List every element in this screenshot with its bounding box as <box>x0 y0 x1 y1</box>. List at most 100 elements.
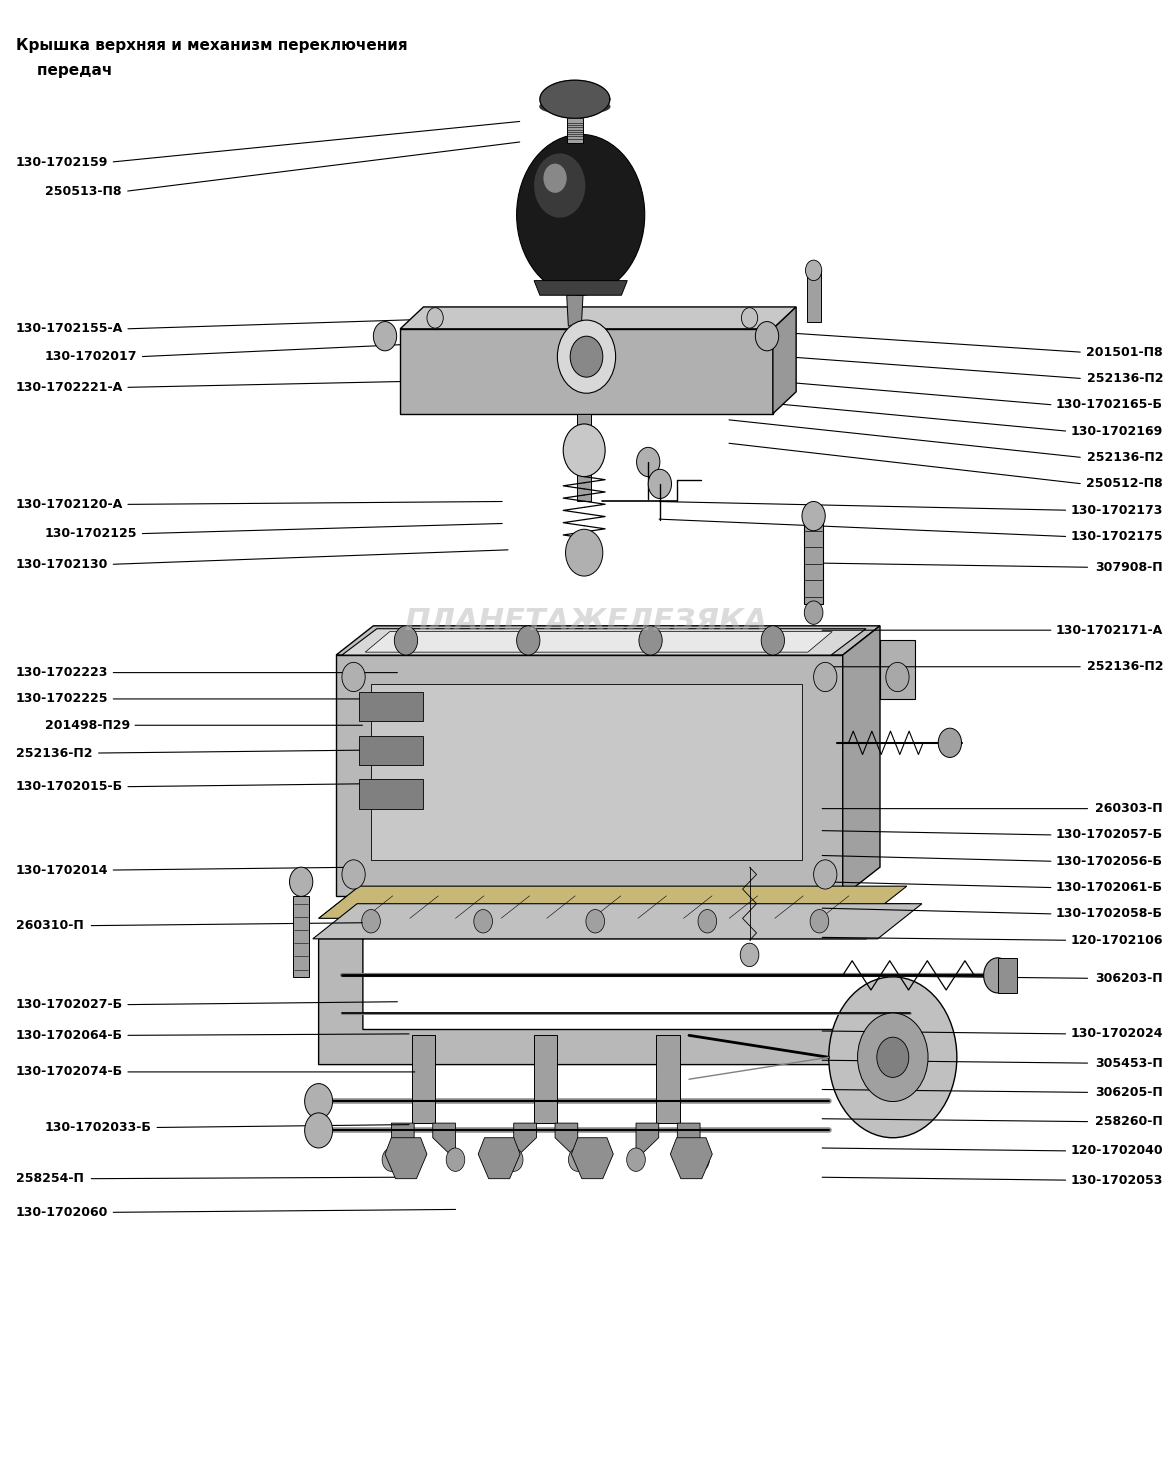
Text: 260303-П: 260303-П <box>1096 802 1162 815</box>
Text: ПЛАНЕТАЖЕЛЕЗЯКА: ПЛАНЕТАЖЕЛЕЗЯКА <box>405 608 768 635</box>
Text: 130-1702125: 130-1702125 <box>45 527 137 540</box>
Polygon shape <box>479 1137 520 1178</box>
Text: 130-1702053: 130-1702053 <box>1071 1174 1162 1187</box>
Circle shape <box>761 625 785 655</box>
Text: 130-1702015-Б: 130-1702015-Б <box>15 780 123 793</box>
Circle shape <box>814 861 836 888</box>
Text: 130-1702159: 130-1702159 <box>15 156 108 169</box>
Polygon shape <box>534 281 628 296</box>
Text: 252136-П2: 252136-П2 <box>1086 372 1162 385</box>
Text: 130-1702173: 130-1702173 <box>1071 503 1162 516</box>
Circle shape <box>570 337 603 377</box>
Polygon shape <box>773 307 796 413</box>
Circle shape <box>427 307 443 328</box>
Text: передач: передач <box>15 63 113 78</box>
Circle shape <box>698 909 717 933</box>
Text: 130-1702130: 130-1702130 <box>15 558 108 571</box>
Text: 130-1702074-Б: 130-1702074-Б <box>15 1065 123 1078</box>
Circle shape <box>341 861 365 888</box>
Circle shape <box>290 866 313 896</box>
Text: 130-1702057-Б: 130-1702057-Б <box>1056 828 1162 841</box>
Polygon shape <box>359 736 423 765</box>
Text: 130-1702027-Б: 130-1702027-Б <box>15 999 123 1011</box>
Circle shape <box>829 977 957 1137</box>
Text: 130-1702017: 130-1702017 <box>45 350 137 363</box>
Circle shape <box>446 1147 465 1171</box>
Text: 130-1702056-Б: 130-1702056-Б <box>1056 855 1162 868</box>
Text: 130-1702060: 130-1702060 <box>15 1206 108 1219</box>
Circle shape <box>626 1147 645 1171</box>
Polygon shape <box>400 307 796 330</box>
Circle shape <box>586 909 604 933</box>
Text: 130-1702169: 130-1702169 <box>1071 425 1162 438</box>
Polygon shape <box>337 655 842 896</box>
Text: Крышка верхняя и механизм переключения: Крышка верхняя и механизм переключения <box>15 38 407 53</box>
Polygon shape <box>670 1137 712 1178</box>
Circle shape <box>565 530 603 577</box>
Polygon shape <box>657 1036 679 1122</box>
Polygon shape <box>392 1122 414 1159</box>
Text: 252136-П2: 252136-П2 <box>1086 452 1162 463</box>
Circle shape <box>361 909 380 933</box>
Polygon shape <box>997 958 1017 993</box>
Polygon shape <box>677 1122 700 1159</box>
Text: 120-1702040: 120-1702040 <box>1071 1144 1162 1158</box>
Circle shape <box>740 943 759 966</box>
Polygon shape <box>359 780 423 809</box>
Text: 250513-П8: 250513-П8 <box>45 185 122 199</box>
Text: 130-1702223: 130-1702223 <box>15 666 108 680</box>
Text: 130-1702221-А: 130-1702221-А <box>15 381 123 394</box>
Polygon shape <box>385 1137 427 1178</box>
Polygon shape <box>880 640 915 699</box>
Polygon shape <box>514 1122 536 1159</box>
Circle shape <box>984 958 1011 993</box>
Text: 120-1702106: 120-1702106 <box>1071 934 1162 947</box>
Circle shape <box>806 260 822 281</box>
Polygon shape <box>371 684 802 861</box>
Circle shape <box>557 321 616 393</box>
Circle shape <box>938 728 962 758</box>
Text: 306203-П: 306203-П <box>1096 972 1162 984</box>
Circle shape <box>516 625 540 655</box>
Polygon shape <box>412 1036 435 1122</box>
Circle shape <box>474 909 493 933</box>
Text: 130-1702155-А: 130-1702155-А <box>15 322 123 335</box>
Circle shape <box>543 163 567 193</box>
Text: 250512-П8: 250512-П8 <box>1086 478 1162 490</box>
Polygon shape <box>337 625 880 655</box>
Polygon shape <box>433 1122 455 1159</box>
Circle shape <box>305 1084 333 1119</box>
Circle shape <box>755 322 779 350</box>
Polygon shape <box>807 271 821 322</box>
Polygon shape <box>567 118 583 143</box>
Polygon shape <box>571 1137 613 1178</box>
Text: 130-1702058-Б: 130-1702058-Б <box>1056 908 1162 921</box>
Circle shape <box>811 909 829 933</box>
Polygon shape <box>842 625 880 896</box>
Text: 130-1702175: 130-1702175 <box>1071 530 1162 543</box>
Text: 130-1702024: 130-1702024 <box>1071 1027 1162 1040</box>
Polygon shape <box>341 628 866 655</box>
Text: 130-1702014: 130-1702014 <box>15 863 108 877</box>
Circle shape <box>305 1114 333 1147</box>
Polygon shape <box>534 1036 557 1122</box>
Text: 130-1702165-Б: 130-1702165-Б <box>1056 399 1162 412</box>
Text: 258254-П: 258254-П <box>15 1172 83 1186</box>
Text: 130-1702033-Б: 130-1702033-Б <box>45 1121 151 1134</box>
Text: 201501-П8: 201501-П8 <box>1086 346 1162 359</box>
Polygon shape <box>319 903 910 1065</box>
Text: 252136-П2: 252136-П2 <box>15 747 93 759</box>
Circle shape <box>516 134 645 296</box>
Circle shape <box>805 602 823 624</box>
Circle shape <box>691 1147 710 1171</box>
Circle shape <box>373 322 396 350</box>
Circle shape <box>886 662 909 691</box>
Polygon shape <box>805 516 823 605</box>
Polygon shape <box>555 1122 578 1159</box>
Text: 130-1702064-Б: 130-1702064-Б <box>15 1028 123 1041</box>
Polygon shape <box>540 81 610 118</box>
Circle shape <box>639 625 663 655</box>
Polygon shape <box>313 903 922 938</box>
Circle shape <box>802 502 826 531</box>
Polygon shape <box>319 886 907 918</box>
